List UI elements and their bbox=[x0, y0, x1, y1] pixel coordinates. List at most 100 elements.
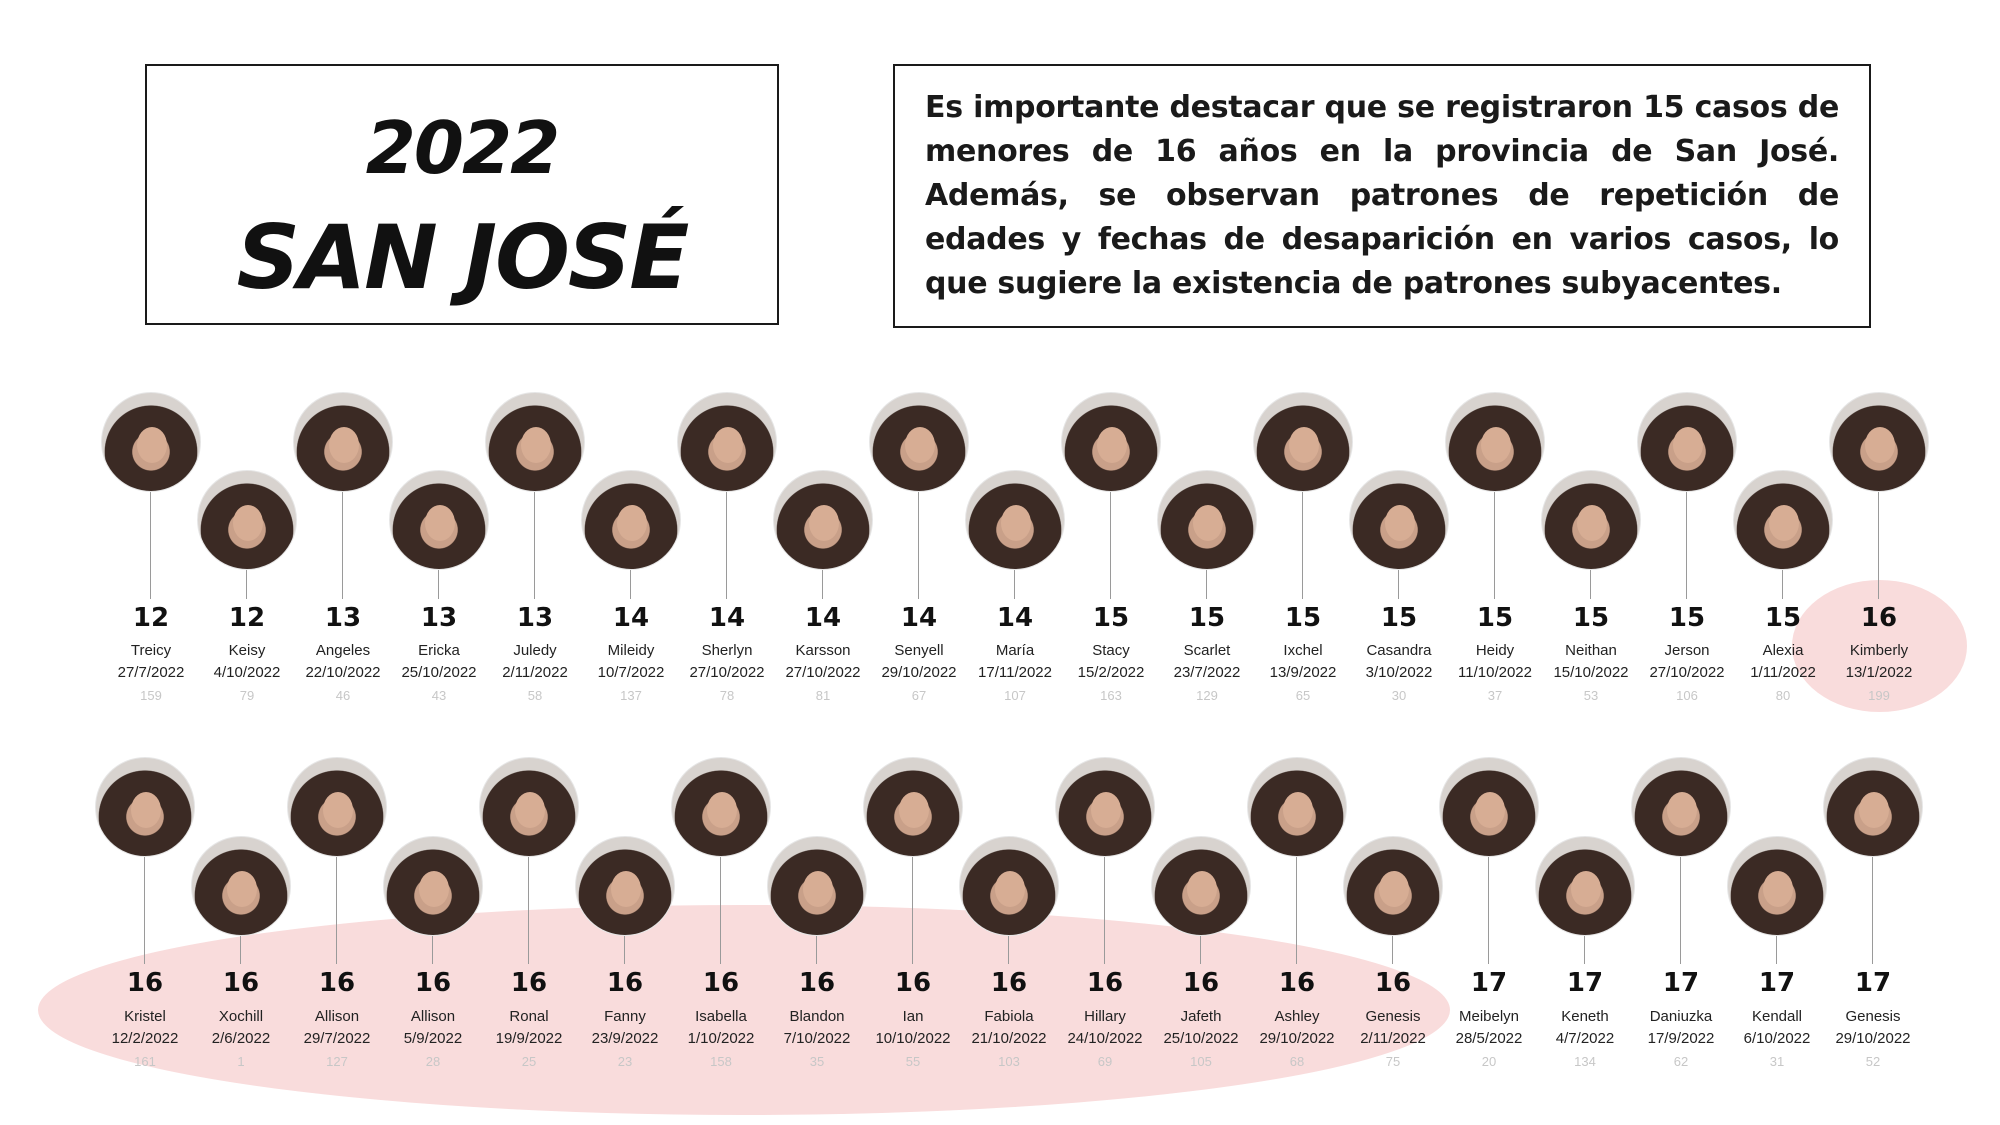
person-name: Ixchel bbox=[1283, 642, 1323, 659]
person-age: 14 bbox=[900, 603, 938, 633]
person-count: 23 bbox=[617, 1054, 633, 1069]
person-date: 29/10/2022 bbox=[881, 664, 957, 681]
person-date: 15/10/2022 bbox=[1553, 664, 1629, 681]
person-age: 16 bbox=[1086, 968, 1124, 998]
portrait-photo bbox=[767, 836, 867, 936]
portrait-photo bbox=[485, 392, 585, 492]
person-name: Senyell bbox=[894, 642, 944, 659]
portrait-photo bbox=[869, 392, 969, 492]
person-count: 161 bbox=[134, 1054, 156, 1069]
timeline-stem bbox=[1878, 492, 1879, 599]
person-count: 28 bbox=[425, 1054, 441, 1069]
person-name: Xochill bbox=[218, 1008, 264, 1025]
person-count: 79 bbox=[239, 688, 255, 703]
person-count: 69 bbox=[1097, 1054, 1113, 1069]
portrait-photo bbox=[479, 757, 579, 857]
person-count: 62 bbox=[1673, 1054, 1689, 1069]
person-count: 107 bbox=[1004, 688, 1026, 703]
person-age: 15 bbox=[1284, 603, 1322, 633]
person-name: Ericka bbox=[418, 642, 460, 659]
highlight-age-16-top bbox=[1792, 580, 1967, 712]
person-date: 29/7/2022 bbox=[303, 1030, 371, 1047]
portrait-photo bbox=[293, 392, 393, 492]
timeline-stem bbox=[624, 936, 625, 964]
person-name: Genesis bbox=[1845, 1008, 1901, 1025]
person-age: 16 bbox=[510, 968, 548, 998]
timeline-stem bbox=[1782, 570, 1783, 599]
timeline-stem bbox=[1104, 857, 1105, 964]
timeline-stem bbox=[630, 570, 631, 599]
person-count: 35 bbox=[809, 1054, 825, 1069]
person-count: 55 bbox=[905, 1054, 921, 1069]
person-name: Jafeth bbox=[1180, 1008, 1222, 1025]
timeline-stem bbox=[1200, 936, 1201, 964]
person-date: 1/11/2022 bbox=[1750, 664, 1816, 681]
portrait-photo bbox=[1061, 392, 1161, 492]
person-age: 15 bbox=[1092, 603, 1130, 633]
person-age: 16 bbox=[318, 968, 356, 998]
timeline-stem bbox=[1014, 570, 1015, 599]
person-count: 58 bbox=[527, 688, 543, 703]
person-name: Fanny bbox=[604, 1008, 646, 1025]
person-date: 1/10/2022 bbox=[687, 1030, 755, 1047]
person-date: 13/9/2022 bbox=[1269, 664, 1337, 681]
person-date: 27/10/2022 bbox=[785, 664, 861, 681]
person-name: Hillary bbox=[1084, 1008, 1126, 1025]
title-year: 2022 bbox=[365, 106, 560, 190]
portrait-photo bbox=[1055, 757, 1155, 857]
portrait-photo bbox=[1439, 757, 1539, 857]
person-count: 159 bbox=[140, 688, 162, 703]
person-name: Heidy bbox=[1475, 642, 1515, 659]
timeline-stem bbox=[342, 492, 343, 599]
person-date: 25/10/2022 bbox=[1163, 1030, 1239, 1047]
portrait-photo bbox=[1829, 392, 1929, 492]
portrait-photo bbox=[1253, 392, 1353, 492]
timeline-stem bbox=[438, 570, 439, 599]
timeline-stem bbox=[1206, 570, 1207, 599]
note-box: Es importante destacar que se registraro… bbox=[893, 64, 1871, 328]
person-date: 23/9/2022 bbox=[591, 1030, 659, 1047]
person-count: 134 bbox=[1574, 1054, 1596, 1069]
title-box: 2022 SAN JOSÉ bbox=[145, 64, 779, 325]
timeline-stem bbox=[1398, 570, 1399, 599]
person-date: 17/9/2022 bbox=[1647, 1030, 1715, 1047]
person-count: 65 bbox=[1295, 688, 1311, 703]
timeline-stem bbox=[144, 857, 145, 964]
person-count: 158 bbox=[710, 1054, 732, 1069]
person-name: Juledy bbox=[513, 642, 557, 659]
person-name: Karsson bbox=[795, 642, 851, 659]
person-name: Allison bbox=[314, 1008, 360, 1025]
person-count: 46 bbox=[335, 688, 351, 703]
person-name: Sherlyn bbox=[701, 642, 753, 659]
title-place: SAN JOSÉ bbox=[236, 206, 690, 309]
timeline-stem bbox=[726, 492, 727, 599]
portrait-photo bbox=[671, 757, 771, 857]
person-date: 2/11/2022 bbox=[1360, 1030, 1426, 1047]
person-name: Daniuzka bbox=[1649, 1008, 1713, 1025]
portrait-photo bbox=[863, 757, 963, 857]
person-age: 17 bbox=[1758, 968, 1796, 998]
person-count: 25 bbox=[521, 1054, 537, 1069]
person-count: 78 bbox=[719, 688, 735, 703]
person-count: 53 bbox=[1583, 688, 1599, 703]
person-count: 30 bbox=[1391, 688, 1407, 703]
person-name: Kendall bbox=[1751, 1008, 1803, 1025]
portrait-photo bbox=[383, 836, 483, 936]
portrait-photo bbox=[1637, 392, 1737, 492]
timeline-stem bbox=[1392, 936, 1393, 964]
person-name: Angeles bbox=[315, 642, 371, 659]
person-age: 15 bbox=[1380, 603, 1418, 633]
person-date: 10/7/2022 bbox=[597, 664, 665, 681]
person-date: 27/7/2022 bbox=[117, 664, 185, 681]
portrait-photo bbox=[1247, 757, 1347, 857]
person-age: 15 bbox=[1668, 603, 1706, 633]
person-age: 13 bbox=[420, 603, 458, 633]
person-count: 129 bbox=[1196, 688, 1218, 703]
timeline-stem bbox=[1008, 936, 1009, 964]
portrait-photo bbox=[1727, 836, 1827, 936]
portrait-photo bbox=[1733, 470, 1833, 570]
person-date: 17/11/2022 bbox=[978, 664, 1052, 681]
timeline-stem bbox=[336, 857, 337, 964]
person-date: 19/9/2022 bbox=[495, 1030, 563, 1047]
